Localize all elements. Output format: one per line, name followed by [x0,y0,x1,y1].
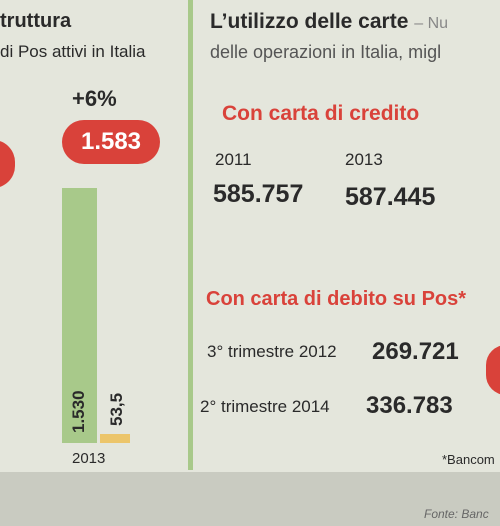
bar-label: 53,5 [107,392,126,427]
title-suffix: – Nu [414,15,449,32]
source: Fonte: Banc [424,507,489,521]
debit-period: 2° trimestre 2014 [200,397,330,416]
debit-heading: Con carta di debito su Pos* [206,288,467,310]
debit-period: 3° trimestre 2012 [207,342,337,361]
change: +6% [72,86,117,111]
debit-value: 269.721 [372,338,459,365]
credit-value: 587.445 [345,183,436,211]
credit-period: 2011 [215,150,252,169]
title-main: L’utilizzo delle carte [210,10,409,33]
left-title: truttura [0,10,72,32]
footer-band [0,472,500,526]
left-subtitle: di Pos attivi in Italia [0,42,146,61]
highlight: 1.583 [62,120,160,164]
footnote: *Bancom [442,452,495,467]
bar [100,434,130,443]
bar [62,188,97,443]
right-subtitle: delle operazioni in Italia, migl [210,42,442,62]
debit-value: 336.783 [366,392,453,419]
right-title: L’utilizzo delle carte – Nu [210,10,448,34]
red-badge [0,140,15,188]
divider [188,0,193,470]
credit-value: 585.757 [213,180,304,208]
red-badge [486,345,500,395]
year: 2013 [72,450,106,467]
bar-label: 1.530 [69,390,88,433]
credit-period: 2013 [345,150,383,169]
credit-heading: Con carta di credito [222,102,420,125]
